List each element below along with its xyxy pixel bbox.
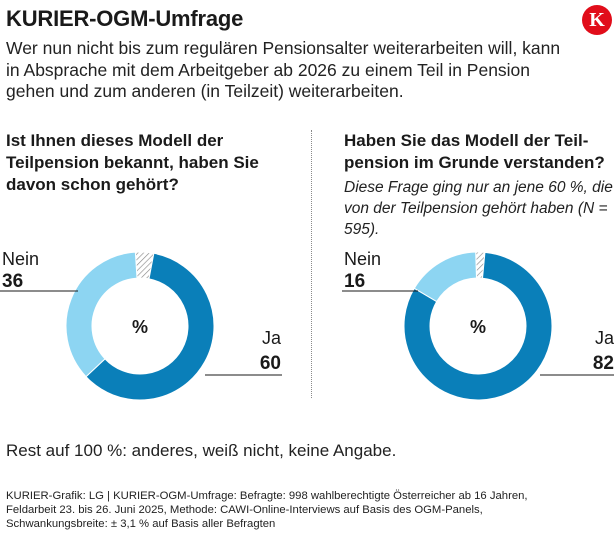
rest-note: Rest auf 100 %: anderes, weiß nicht, kei… <box>6 441 397 460</box>
ja-value-2: 82 <box>593 353 614 374</box>
nein-label-2: Nein <box>344 249 381 269</box>
footer-line: Feldarbeit 23. bis 26. Juni 2025, Method… <box>6 504 483 516</box>
ja-value-1: 60 <box>260 353 281 374</box>
slice-ja-2 <box>403 251 553 401</box>
ja-label-2: Ja <box>595 328 615 348</box>
center-label-1: % <box>132 317 148 337</box>
source-footer: KURIER-Grafik: LG | KURIER-OGM-Umfrage: … <box>6 489 606 531</box>
footer-line: Schwankungsbreite: ± 3,1 % auf Basis all… <box>6 518 276 530</box>
nein-value-2: 16 <box>344 271 365 292</box>
question-2-note: Diese Frage ging nur an jene 60 %, die v… <box>344 179 613 238</box>
chart-title: KURIER-OGM-Umfrage <box>6 6 244 31</box>
chart-1-labels: Nein 36 Ja 60 % <box>0 249 282 376</box>
footer-line: KURIER-Grafik: LG | KURIER-OGM-Umfrage: … <box>6 490 528 502</box>
column-divider <box>311 130 312 398</box>
ja-label-1: Ja <box>262 328 282 348</box>
center-label-2: % <box>470 317 486 337</box>
slice-ja-1 <box>85 252 215 401</box>
chart-subtitle: Wer nun nicht bis zum regulären Pensions… <box>6 38 561 101</box>
donut-chart-2 <box>403 251 553 401</box>
nein-value-1: 36 <box>2 271 23 292</box>
question-1-title: Ist Ihnen dieses Modell der Teilpension … <box>6 131 259 194</box>
question-2-title: Haben Sie das Modell der Teil-pension im… <box>344 131 605 172</box>
slice-nein-1 <box>65 251 138 378</box>
chart-2-labels: Nein 16 Ja 82 % <box>342 249 615 376</box>
slice-nein-2 <box>413 251 478 303</box>
kurier-logo-icon: K <box>582 5 612 35</box>
donut-chart-1 <box>65 251 215 401</box>
nein-label-1: Nein <box>2 249 39 269</box>
